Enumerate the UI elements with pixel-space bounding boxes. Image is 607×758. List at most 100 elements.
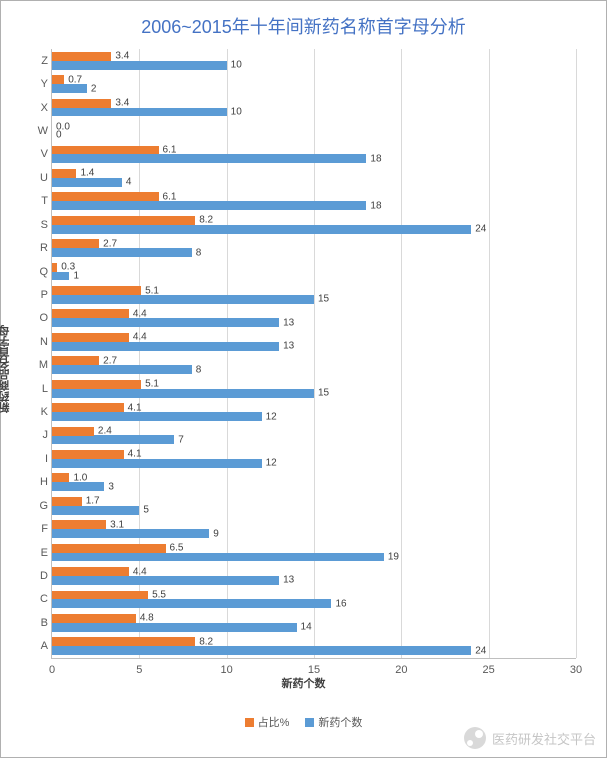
watermark-text: 医药研发社交平台 [492,729,596,748]
bar-pct: 2.7 [52,356,99,365]
bar-count: 2 [52,84,87,93]
y-axis-title: 新药商品名首字母 [0,325,13,413]
y-category-label: K [32,406,48,418]
bar-pct: 5.5 [52,591,148,600]
y-category-label: Z [32,55,48,67]
bar-pct-label: 0.0 [56,121,70,132]
bar-pct-label: 6.1 [163,144,177,155]
bar-count-label: 18 [370,153,381,164]
y-category-label: F [32,523,48,535]
bar-pct-label: 6.1 [163,191,177,202]
bar-count: 19 [52,553,384,562]
bar-count-label: 3 [108,481,114,492]
bar-count: 16 [52,599,331,608]
bar-count-label: 15 [318,388,329,399]
bar-count: 10 [52,108,227,117]
bar-count-label: 9 [213,528,219,539]
category-row: G51.7 [52,494,576,517]
category-row: S248.2 [52,213,576,236]
legend-label: 新药个数 [318,714,362,730]
bar-pct: 6.1 [52,192,159,201]
bar-count-label: 18 [370,200,381,211]
bar-pct: 1.7 [52,497,82,506]
y-category-label: T [32,195,48,207]
bar-pct: 2.7 [52,239,99,248]
category-row: T186.1 [52,190,576,213]
bar-pct: 3.4 [52,99,111,108]
legend-swatch [245,718,254,727]
y-category-label: C [32,593,48,605]
bar-pct: 1.0 [52,473,69,482]
bar-pct: 5.1 [52,286,141,295]
category-row: N134.4 [52,330,576,353]
bar-count-label: 2 [91,83,97,94]
bar-pct-label: 6.5 [170,543,184,554]
bar-count: 14 [52,623,297,632]
y-category-label: W [32,125,48,137]
bar-count-label: 15 [318,294,329,305]
bar-pct-label: 0.3 [61,262,75,273]
y-category-label: H [32,476,48,488]
x-tick-label: 30 [570,664,582,676]
category-row: M82.7 [52,354,576,377]
bar-count: 10 [52,61,227,70]
bar-count-label: 5 [143,505,149,516]
bar-count: 13 [52,342,279,351]
category-row: E196.5 [52,541,576,564]
x-tick-label: 25 [483,664,495,676]
bar-pct: 3.4 [52,52,111,61]
plot-wrapper: 新药商品名首字母 051015202530A248.2B144.8C165.5D… [11,49,596,689]
watermark: 医药研发社交平台 [464,727,596,749]
legend-label: 占比% [258,714,290,730]
bar-pct-label: 5.1 [145,285,159,296]
bar-pct: 0.3 [52,263,57,272]
category-row: J72.4 [52,424,576,447]
bar-count: 24 [52,646,471,655]
y-category-label: V [32,148,48,160]
bar-count: 7 [52,435,174,444]
bar-pct-label: 8.2 [199,636,213,647]
bar-count: 12 [52,459,262,468]
category-row: W00.0 [52,119,576,142]
bar-count-label: 24 [475,224,486,235]
y-category-label: G [32,500,48,512]
bar-count: 8 [52,365,192,374]
bar-count-label: 19 [388,552,399,563]
bar-pct: 0.7 [52,75,64,84]
bar-count: 4 [52,178,122,187]
category-row: K124.1 [52,400,576,423]
y-category-label: B [32,617,48,629]
y-category-label: O [32,312,48,324]
legend-item: 新药个数 [305,714,362,730]
x-tick-label: 0 [49,664,55,676]
bar-count-label: 14 [301,622,312,633]
bar-count: 8 [52,248,192,257]
x-axis-title: 新药个数 [282,675,326,691]
bar-pct-label: 3.1 [110,519,124,530]
legend-item: 占比% [245,714,290,730]
y-category-label: R [32,242,48,254]
category-row: I124.1 [52,447,576,470]
bar-count-label: 12 [266,411,277,422]
bar-pct-label: 5.5 [152,590,166,601]
chart-container: 2006~2015年十年间新药名称首字母分析 新药商品名首字母 05101520… [0,0,607,758]
bar-pct: 5.1 [52,380,141,389]
bar-count: 18 [52,201,366,210]
bar-count-label: 7 [178,434,184,445]
bar-pct-label: 4.1 [128,449,142,460]
bar-pct-label: 3.4 [115,98,129,109]
category-row: O134.4 [52,307,576,330]
category-row: Q10.3 [52,260,576,283]
bar-pct: 3.1 [52,520,106,529]
bar-count: 13 [52,318,279,327]
y-category-label: J [32,429,48,441]
category-row: V186.1 [52,143,576,166]
plot-area: 051015202530A248.2B144.8C165.5D134.4E196… [51,49,576,659]
gridline [576,49,577,658]
bar-pct-label: 4.8 [140,613,154,624]
wechat-icon [464,727,486,749]
y-category-label: Y [32,78,48,90]
bar-pct-label: 2.7 [103,238,117,249]
y-category-label: L [32,383,48,395]
category-row: R82.7 [52,236,576,259]
